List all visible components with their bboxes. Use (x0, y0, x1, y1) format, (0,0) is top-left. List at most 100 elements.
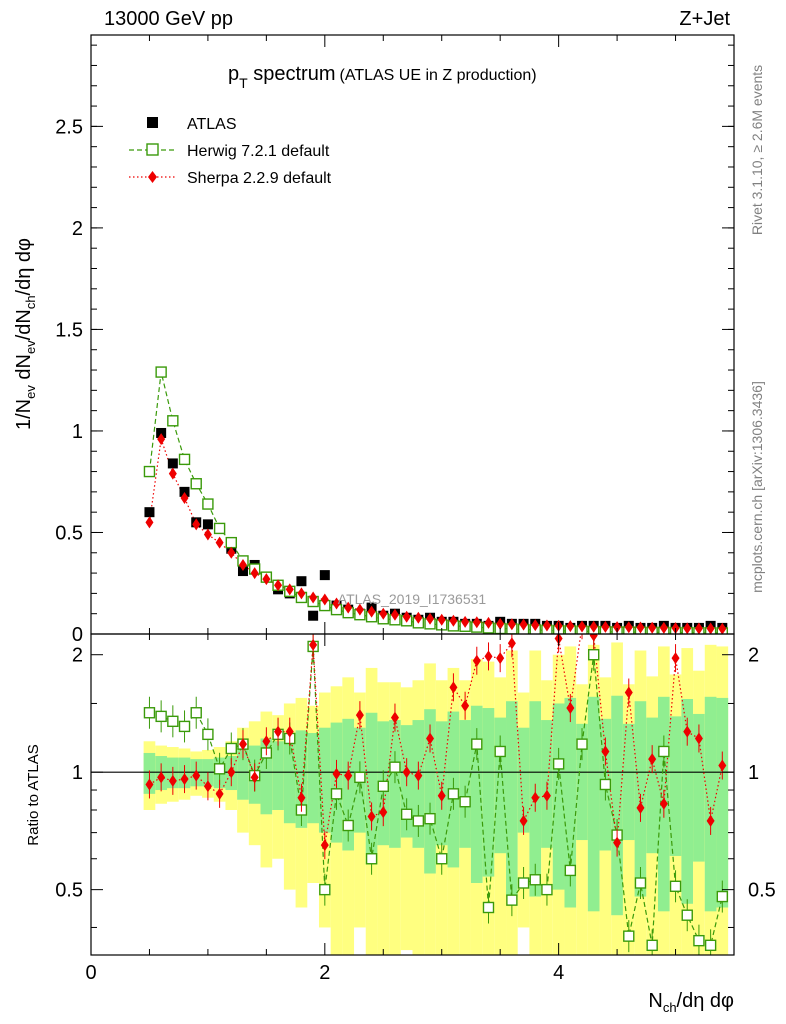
ratio-band-inner (459, 720, 471, 848)
sherpa-point (227, 546, 236, 559)
legend-atlas-label: ATLAS (187, 116, 237, 133)
sherpa-point (694, 622, 703, 634)
ratio-sherpa-point (566, 702, 575, 715)
sherpa-point (414, 611, 423, 624)
sherpa-point (706, 622, 715, 634)
ratio-band-inner (564, 697, 577, 908)
ratio-herwig-point (669, 880, 682, 892)
ratio-band-inner (283, 733, 296, 824)
y-tick-label: 2.5 (55, 116, 83, 138)
ratio-sherpa-point (215, 787, 224, 800)
ratio-y-tick-label: 0.5 (55, 880, 83, 902)
sherpa-point (507, 618, 516, 631)
ratio-sherpa-point (390, 711, 399, 724)
ratio-y-tick-label: 0.5 (748, 880, 776, 902)
sherpa-point (659, 621, 668, 634)
herwig-point (213, 522, 226, 535)
ratio-sherpa-point (507, 637, 516, 650)
ratio-herwig-point (494, 745, 506, 758)
ratio-herwig-point (190, 707, 202, 719)
legend-herwig-label: Herwig 7.2.1 default (187, 143, 330, 160)
ratio-sherpa-point (414, 769, 423, 782)
x-tick-label: 4 (553, 962, 564, 984)
y-tick-label: 0 (72, 624, 83, 646)
ratio-y-tick-label: 2 (748, 645, 759, 667)
rivet-version-label: Rivet 3.1.10, ≥ 2.6M events (749, 65, 765, 235)
y-axis-label: 1/Nev dNev/dNch/dη dφ (13, 238, 38, 430)
chart-title: pT spectrum (ATLAS UE in Z production) (228, 63, 537, 91)
ratio-sherpa-point (531, 791, 540, 804)
ratio-band-inner (517, 727, 530, 833)
ratio-herwig-point (564, 864, 577, 877)
ratio-band-inner (552, 703, 565, 890)
ratio-sherpa-point (285, 725, 294, 738)
ratio-sherpa-point (367, 810, 376, 823)
sherpa-point (297, 587, 306, 600)
ratio-herwig-point (178, 720, 191, 733)
ratio-y-tick-label: 1 (748, 762, 759, 784)
ratio-sherpa-point (344, 769, 353, 782)
sherpa-point (601, 620, 610, 633)
ratio-band-inner (506, 701, 518, 897)
x-axis-label: Nch/dη dφ (648, 990, 734, 1015)
ratio-sherpa-point (694, 732, 703, 745)
sherpa-point (238, 558, 247, 571)
sherpa-point (402, 610, 411, 623)
ratio-herwig-point (588, 649, 600, 661)
ratio-herwig-line (149, 646, 723, 947)
sherpa-point (449, 614, 458, 627)
sherpa-point (589, 620, 598, 633)
legend: ATLAS Herwig 7.2.1 default Sherpa 2.2.9 … (129, 116, 332, 187)
legend-sherpa-label: Sherpa 2.2.9 default (187, 170, 332, 187)
y-tick-label: 0.5 (55, 522, 83, 544)
ratio-sherpa-point (461, 699, 470, 712)
ratio-sherpa-point (601, 745, 610, 758)
ratio-herwig-point (482, 901, 495, 914)
ratio-sherpa-point (426, 732, 435, 745)
ratio-sherpa-point (355, 709, 364, 722)
ratio-panel-frame (90, 633, 735, 956)
sherpa-point (309, 591, 318, 604)
ratio-herwig-point (412, 815, 425, 827)
mcplots-credit-label: mcplots.cern.ch [arXiv:1306.3436] (749, 381, 765, 593)
ratio-band-inner (681, 699, 694, 904)
sherpa-point (250, 567, 259, 580)
ratio-herwig-point (646, 939, 658, 952)
herwig-point (167, 415, 179, 427)
legend-herwig-marker (146, 143, 159, 156)
ratio-herwig-point (576, 738, 588, 750)
sherpa-point (262, 573, 271, 586)
ratio-herwig-point (599, 778, 612, 791)
ratio-sherpa-point (262, 735, 271, 748)
ratio-band-inner (237, 748, 249, 800)
ratio-herwig-point (400, 808, 413, 820)
sherpa-point (203, 528, 212, 541)
sherpa-point (578, 620, 587, 633)
atlas-point (237, 566, 248, 577)
ratio-herwig-point (681, 909, 693, 921)
sherpa-point (519, 618, 528, 631)
sherpa-point (636, 621, 645, 634)
ratio-band-inner (470, 705, 483, 883)
sherpa-point (683, 622, 692, 634)
herwig-point (190, 478, 202, 490)
ratio-sherpa-point (706, 814, 715, 827)
sherpa-point (192, 518, 201, 531)
sherpa-point (355, 603, 364, 616)
sherpa-point (566, 620, 575, 633)
atlas-point (319, 570, 330, 581)
ratio-band-inner (365, 712, 378, 865)
ratio-sherpa-point (238, 738, 247, 751)
ratio-herwig-point (330, 788, 343, 800)
ratio-sherpa-point (227, 766, 236, 779)
sherpa-point (390, 608, 399, 621)
ratio-band-inner (576, 723, 588, 841)
ratio-herwig-point (365, 853, 378, 865)
ratio-herwig-point (342, 819, 354, 832)
sherpa-point (531, 619, 540, 632)
ratio-band-inner (307, 733, 319, 824)
atlas-point (296, 576, 307, 587)
ratio-herwig-point (319, 883, 331, 896)
x-tick-label: 0 (85, 962, 96, 984)
